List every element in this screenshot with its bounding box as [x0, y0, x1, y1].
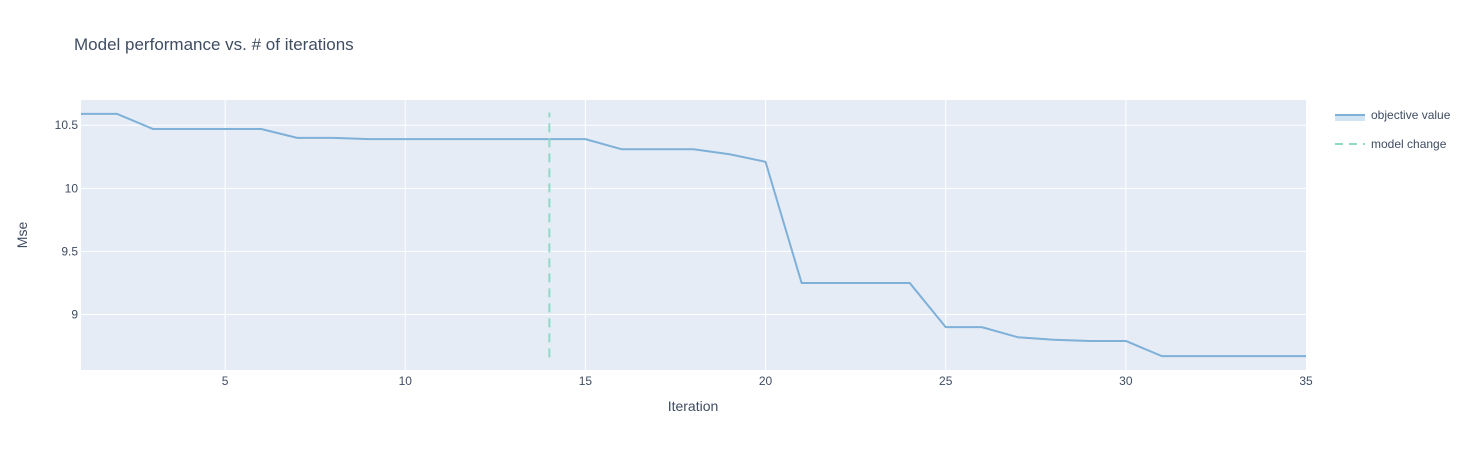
x-tick-label: 25: [939, 374, 953, 388]
series-layer: [81, 112, 1306, 358]
x-tick-label: 35: [1299, 374, 1313, 388]
y-tick-label: 10: [65, 181, 79, 195]
y-axis-label: Mse: [14, 222, 30, 249]
legend[interactable]: objective value model change: [1335, 108, 1451, 151]
legend-item-model-change[interactable]: model change: [1335, 137, 1447, 151]
y-tick-label: 10.5: [55, 118, 79, 132]
legend-fill-swatch: [1335, 114, 1365, 121]
x-tick-label: 10: [399, 374, 413, 388]
legend-item-objective-value[interactable]: objective value: [1335, 108, 1451, 122]
x-tick-label: 5: [222, 374, 229, 388]
legend-label: model change: [1371, 137, 1447, 151]
x-tick-label: 15: [579, 374, 593, 388]
x-tick-label: 20: [759, 374, 773, 388]
x-tick-label: 30: [1119, 374, 1133, 388]
tick-labels: 5 10 15 20 25 30 35 9 9.5 10 10.5: [55, 118, 1313, 388]
y-tick-label: 9.5: [61, 244, 78, 258]
x-axis-label: Iteration: [668, 398, 719, 414]
grid: [81, 100, 1306, 370]
legend-label: objective value: [1371, 108, 1451, 122]
chart-title: Model performance vs. # of iterations: [74, 35, 354, 54]
plot-area: [81, 100, 1306, 370]
series-line-objective-value: [81, 112, 1306, 358]
y-tick-label: 9: [71, 307, 78, 321]
